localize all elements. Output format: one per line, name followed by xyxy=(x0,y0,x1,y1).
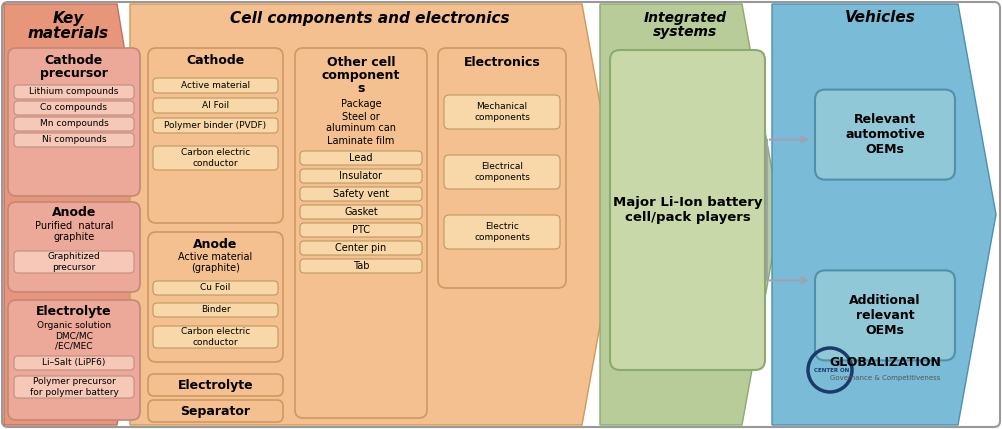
Text: Cu Foil: Cu Foil xyxy=(200,284,230,293)
FancyBboxPatch shape xyxy=(300,205,422,219)
FancyBboxPatch shape xyxy=(14,117,134,131)
FancyBboxPatch shape xyxy=(148,232,283,362)
FancyBboxPatch shape xyxy=(153,118,278,133)
Text: Purified  natural: Purified natural xyxy=(35,221,113,231)
Text: aluminum can: aluminum can xyxy=(326,123,396,133)
Text: Additional
relevant
OEMs: Additional relevant OEMs xyxy=(850,294,921,337)
FancyBboxPatch shape xyxy=(153,78,278,93)
FancyBboxPatch shape xyxy=(153,303,278,317)
FancyBboxPatch shape xyxy=(444,215,560,249)
FancyBboxPatch shape xyxy=(14,251,134,273)
FancyBboxPatch shape xyxy=(153,146,278,170)
Text: Insulator: Insulator xyxy=(340,171,383,181)
Text: Electric
components: Electric components xyxy=(474,222,530,242)
Text: Tab: Tab xyxy=(353,261,370,271)
Text: Integrated: Integrated xyxy=(643,11,726,25)
FancyBboxPatch shape xyxy=(8,202,140,292)
Text: Graphitized
precursor: Graphitized precursor xyxy=(48,252,100,272)
Text: Safety vent: Safety vent xyxy=(333,189,389,199)
Text: (graphite): (graphite) xyxy=(191,263,239,273)
Text: CENTER ON: CENTER ON xyxy=(815,368,850,372)
Text: Al Foil: Al Foil xyxy=(202,101,229,110)
Text: Mn compounds: Mn compounds xyxy=(40,120,108,129)
FancyBboxPatch shape xyxy=(153,326,278,348)
Text: component: component xyxy=(322,69,400,82)
Text: Major Li-Ion battery
cell/pack players: Major Li-Ion battery cell/pack players xyxy=(613,196,763,224)
Text: Carbon electric
conductor: Carbon electric conductor xyxy=(181,327,250,347)
FancyBboxPatch shape xyxy=(300,223,422,237)
Text: s: s xyxy=(358,82,365,96)
Text: Polymer binder (PVDF): Polymer binder (PVDF) xyxy=(164,121,267,130)
FancyBboxPatch shape xyxy=(438,48,566,288)
Text: Ni compounds: Ni compounds xyxy=(42,136,106,145)
Text: GLOBALIZATION: GLOBALIZATION xyxy=(829,356,941,369)
Text: DMC/MC: DMC/MC xyxy=(55,332,93,341)
Text: Cathode: Cathode xyxy=(45,54,103,66)
Text: Lead: Lead xyxy=(350,153,373,163)
Text: Gasket: Gasket xyxy=(344,207,378,217)
Text: graphite: graphite xyxy=(53,232,94,242)
FancyBboxPatch shape xyxy=(14,85,134,99)
Text: Laminate film: Laminate film xyxy=(328,136,395,146)
Text: Relevant
automotive
OEMs: Relevant automotive OEMs xyxy=(845,113,925,156)
Text: Electrical
components: Electrical components xyxy=(474,162,530,182)
FancyBboxPatch shape xyxy=(610,50,765,370)
FancyBboxPatch shape xyxy=(153,98,278,113)
Text: Mechanical
components: Mechanical components xyxy=(474,102,530,122)
FancyBboxPatch shape xyxy=(444,95,560,129)
Text: materials: materials xyxy=(27,25,108,40)
Text: Binder: Binder xyxy=(200,305,230,314)
FancyBboxPatch shape xyxy=(14,376,134,398)
FancyBboxPatch shape xyxy=(8,48,140,196)
FancyBboxPatch shape xyxy=(148,374,283,396)
Text: Carbon electric
conductor: Carbon electric conductor xyxy=(181,148,250,168)
Polygon shape xyxy=(772,4,996,425)
Text: Separator: Separator xyxy=(180,405,250,417)
Text: Vehicles: Vehicles xyxy=(845,10,916,25)
FancyBboxPatch shape xyxy=(300,187,422,201)
FancyBboxPatch shape xyxy=(300,169,422,183)
Text: Package: Package xyxy=(341,99,382,109)
Text: Governance & Competitiveness: Governance & Competitiveness xyxy=(830,375,940,381)
Text: PTC: PTC xyxy=(352,225,370,235)
FancyBboxPatch shape xyxy=(14,101,134,115)
FancyBboxPatch shape xyxy=(300,151,422,165)
FancyBboxPatch shape xyxy=(815,90,955,180)
Text: /EC/MEC: /EC/MEC xyxy=(55,341,93,350)
Text: Organic solution: Organic solution xyxy=(37,320,111,329)
Text: Electrolyte: Electrolyte xyxy=(177,378,254,392)
FancyBboxPatch shape xyxy=(444,155,560,189)
Text: Co compounds: Co compounds xyxy=(40,103,107,112)
Text: Active material: Active material xyxy=(178,252,253,262)
FancyBboxPatch shape xyxy=(148,400,283,422)
Polygon shape xyxy=(4,4,152,425)
Text: Steel or: Steel or xyxy=(342,112,380,122)
Text: Lithium compounds: Lithium compounds xyxy=(29,88,118,97)
FancyBboxPatch shape xyxy=(8,300,140,420)
Text: Center pin: Center pin xyxy=(336,243,387,253)
Text: systems: systems xyxy=(653,25,717,39)
Text: Active material: Active material xyxy=(181,81,250,90)
Polygon shape xyxy=(600,4,780,425)
Text: precursor: precursor xyxy=(40,67,108,81)
Text: Electrolyte: Electrolyte xyxy=(36,305,112,318)
FancyBboxPatch shape xyxy=(14,133,134,147)
Polygon shape xyxy=(130,4,620,425)
Text: Cathode: Cathode xyxy=(186,54,244,66)
Text: Anode: Anode xyxy=(193,238,237,251)
Text: Other cell: Other cell xyxy=(327,55,395,69)
Text: Li–Salt (LiPF6): Li–Salt (LiPF6) xyxy=(42,359,105,368)
FancyBboxPatch shape xyxy=(295,48,427,418)
Text: Cell components and electronics: Cell components and electronics xyxy=(230,10,510,25)
FancyBboxPatch shape xyxy=(300,241,422,255)
FancyBboxPatch shape xyxy=(815,270,955,360)
Text: Polymer precursor
for polymer battery: Polymer precursor for polymer battery xyxy=(30,377,118,397)
FancyBboxPatch shape xyxy=(148,48,283,223)
FancyBboxPatch shape xyxy=(300,259,422,273)
Text: Electronics: Electronics xyxy=(464,55,540,69)
FancyBboxPatch shape xyxy=(14,356,134,370)
FancyBboxPatch shape xyxy=(153,281,278,295)
Text: Key: Key xyxy=(52,10,84,25)
Text: Anode: Anode xyxy=(52,206,96,220)
